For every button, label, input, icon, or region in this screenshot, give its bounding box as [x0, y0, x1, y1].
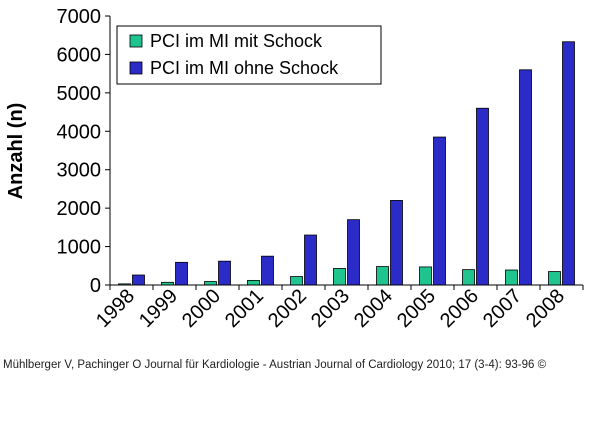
- legend: PCI im MI mit Schock PCI im MI ohne Scho…: [116, 25, 382, 85]
- bar-ohne-schock: [218, 260, 231, 286]
- y-ticks: 0 1000 2000 3000 4000 5000 6000 7000: [57, 6, 110, 297]
- bar-ohne-schock: [175, 261, 188, 286]
- y-tick-label: 0: [90, 275, 101, 297]
- bar-ohne-schock: [304, 234, 317, 286]
- bar-ohne-schock: [132, 274, 145, 286]
- axes: [109, 16, 584, 290]
- y-tick-label: 5000: [57, 83, 102, 105]
- y-tick-label: 3000: [57, 160, 102, 182]
- bar-mit-schock: [548, 271, 561, 286]
- y-tick-label: 6000: [57, 44, 102, 66]
- x-tick-label: 2007: [479, 285, 526, 332]
- bar-ohne-schock: [433, 136, 446, 286]
- x-tick-label: 2006: [436, 285, 483, 332]
- bar-ohne-schock: [261, 255, 274, 286]
- bar-mit-schock: [247, 279, 260, 286]
- x-tick-label: 2008: [522, 285, 569, 332]
- bar-mit-schock: [419, 266, 432, 286]
- bar-ohne-schock: [476, 107, 489, 286]
- bar-mit-schock: [462, 269, 475, 286]
- legend-box: [116, 25, 382, 85]
- bar-mit-schock: [376, 266, 389, 286]
- x-tick-label: 2004: [350, 285, 397, 332]
- bar-mit-schock: [290, 276, 303, 286]
- y-tick-label: 7000: [57, 6, 102, 28]
- y-tick-label: 1000: [57, 237, 102, 259]
- legend-swatch-mit-schock: [129, 34, 143, 48]
- source-caption: Mühlberger V, Pachinger O Journal für Ka…: [3, 359, 547, 371]
- y-tick-label: 4000: [57, 121, 102, 143]
- legend-swatch-ohne-schock: [129, 61, 143, 75]
- bar-mit-schock: [505, 269, 518, 286]
- legend-label-mit-schock: PCI im MI mit Schock: [150, 31, 323, 51]
- y-axis-label: Anzahl (n): [5, 103, 27, 200]
- bar-mit-schock: [333, 268, 346, 286]
- bars: [118, 41, 575, 286]
- bar-ohne-schock: [347, 219, 360, 286]
- bar-mit-schock: [204, 281, 217, 286]
- x-tick-labels: 1998199920002001200220032004200520062007…: [92, 285, 569, 332]
- legend-label-ohne-schock: PCI im MI ohne Schock: [150, 58, 339, 78]
- x-tick-label: 2003: [307, 285, 354, 332]
- x-tick-label: 2005: [393, 285, 440, 332]
- x-tick-label: 2002: [264, 285, 311, 332]
- y-tick-label: 2000: [57, 198, 102, 220]
- x-tick-label: 2001: [221, 285, 268, 332]
- bar-ohne-schock: [562, 41, 575, 286]
- x-tick-label: 1999: [135, 285, 182, 332]
- bar-ohne-schock: [390, 200, 403, 286]
- bar-chart: Anzahl (n) 0 1000 2000 3000 4000 5000 6000 7000…: [5, 6, 584, 332]
- y-axis-label-group: Anzahl (n): [5, 103, 27, 200]
- x-tick-label: 2000: [178, 285, 225, 332]
- bar-ohne-schock: [519, 69, 532, 286]
